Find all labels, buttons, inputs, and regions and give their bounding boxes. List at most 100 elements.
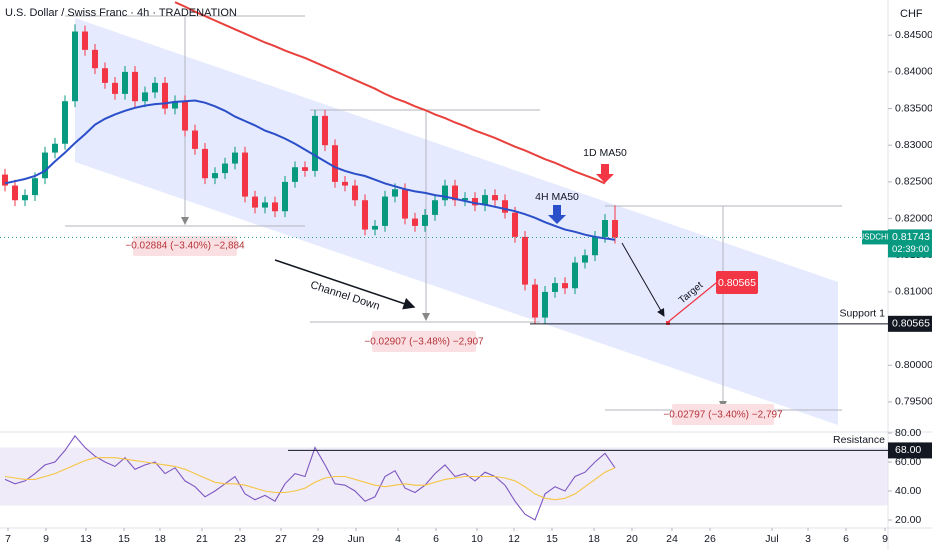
candle-body <box>232 152 238 164</box>
x-tick-label: 7 <box>5 533 11 545</box>
measure-lines <box>65 15 842 411</box>
candle-body <box>222 163 228 174</box>
candle-body <box>612 220 618 238</box>
support-tag <box>888 315 932 332</box>
candle-body <box>52 143 58 153</box>
candle-body <box>562 283 568 289</box>
chart-title: U.S. Dollar / Swiss Franc · 4h · TRADENA… <box>5 7 237 19</box>
candle-body <box>92 49 98 69</box>
x-tick-label: 29 <box>312 533 324 545</box>
candle-body <box>322 115 328 146</box>
candle-body <box>512 212 518 237</box>
candle-body <box>72 31 78 102</box>
candle-body <box>262 202 268 208</box>
candle-body <box>582 255 588 263</box>
x-tick-label: 4 <box>395 533 401 545</box>
last-price-label: 0.81743 <box>892 231 930 243</box>
candle-body <box>482 195 488 206</box>
target-box <box>716 271 758 294</box>
target-price: 0.80565 <box>718 277 756 289</box>
target-arrow <box>621 242 665 317</box>
candle-body <box>532 284 538 318</box>
candle-body <box>132 71 138 102</box>
candle-body <box>332 145 338 182</box>
line <box>174 1 606 185</box>
candle-body <box>22 195 28 201</box>
last-price-name: USDCHF <box>858 233 891 242</box>
y-tick-label: 80.00 <box>895 427 921 439</box>
line <box>4 435 616 521</box>
candle-body <box>522 236 528 285</box>
candle-body <box>452 185 458 201</box>
candle-body <box>2 174 8 186</box>
candle-body <box>182 101 188 131</box>
x-tick-label: 24 <box>666 533 678 545</box>
candle-body <box>552 283 558 292</box>
x-tick-label: 23 <box>234 533 246 545</box>
candle-body <box>42 152 48 179</box>
plot <box>2 1 618 521</box>
candle-body <box>142 92 148 102</box>
candle-body <box>152 82 158 93</box>
ma-label: 1D MA50 <box>583 147 627 159</box>
x-tick-label: 27 <box>275 533 287 545</box>
measure-box <box>133 236 237 256</box>
candle-body <box>422 214 428 226</box>
y-tick-label: 0.80000 <box>895 359 932 371</box>
y-tick-label: 0.83000 <box>895 139 932 151</box>
candle-body <box>302 167 308 171</box>
x-tick-label: 12 <box>508 533 520 545</box>
candle-body <box>442 185 448 201</box>
x-tick-label: 9 <box>43 533 49 545</box>
channel <box>75 18 838 425</box>
candle-body <box>402 189 408 219</box>
measure-label: −0.02797 (−3.40%) −2,797 <box>663 410 783 421</box>
candle-body <box>542 291 548 318</box>
channel-arrow <box>274 259 416 310</box>
x-tick-label: Jun <box>348 533 365 545</box>
resistance-tag-label: 68.00 <box>895 444 921 456</box>
x-tick-label: 21 <box>196 533 208 545</box>
candle-body <box>312 115 318 171</box>
candle-body <box>272 202 278 212</box>
ma-label: 4H MA50 <box>535 191 579 203</box>
candle-body <box>472 198 478 206</box>
ma-arrow-blue <box>548 205 566 224</box>
candle-body <box>362 200 368 230</box>
y-tick-label: 0.82500 <box>895 176 932 188</box>
x-tick-label: 6 <box>843 533 849 545</box>
candle-body <box>212 173 218 179</box>
y-tick-label: 0.82000 <box>895 212 932 224</box>
candle-body <box>292 167 298 182</box>
last-price-name-box <box>862 230 888 245</box>
support-tag-label: 0.80565 <box>892 318 930 330</box>
candle-body <box>502 200 508 213</box>
candle-body <box>62 101 68 144</box>
x-tick-label: 20 <box>626 533 638 545</box>
candle-body <box>392 189 398 197</box>
candle-body <box>282 181 288 212</box>
candle-body <box>382 196 388 226</box>
candle-body <box>432 200 438 215</box>
line <box>4 457 616 501</box>
candle-body <box>492 195 498 201</box>
candle-body <box>202 148 208 179</box>
support-name: Support 1 <box>839 308 885 320</box>
ma-arrow-red <box>596 164 614 183</box>
candle-body <box>412 218 418 226</box>
candle-body <box>242 152 248 197</box>
resistance-name: Resistance <box>833 434 885 446</box>
target-line <box>667 282 717 323</box>
candle-body <box>172 101 178 109</box>
x-tick-label: 6 <box>433 533 439 545</box>
rsi-band <box>0 447 888 506</box>
candle-body <box>32 178 38 196</box>
x-tick-label: 13 <box>80 533 92 545</box>
resistance-tag <box>888 442 932 459</box>
x-tick-label: 9 <box>882 533 888 545</box>
y-tick-label: 0.81000 <box>895 286 932 298</box>
candle-body <box>122 71 128 94</box>
y-tick-label: 0.79500 <box>895 396 932 408</box>
y-tick-label: 0.84000 <box>895 66 932 78</box>
